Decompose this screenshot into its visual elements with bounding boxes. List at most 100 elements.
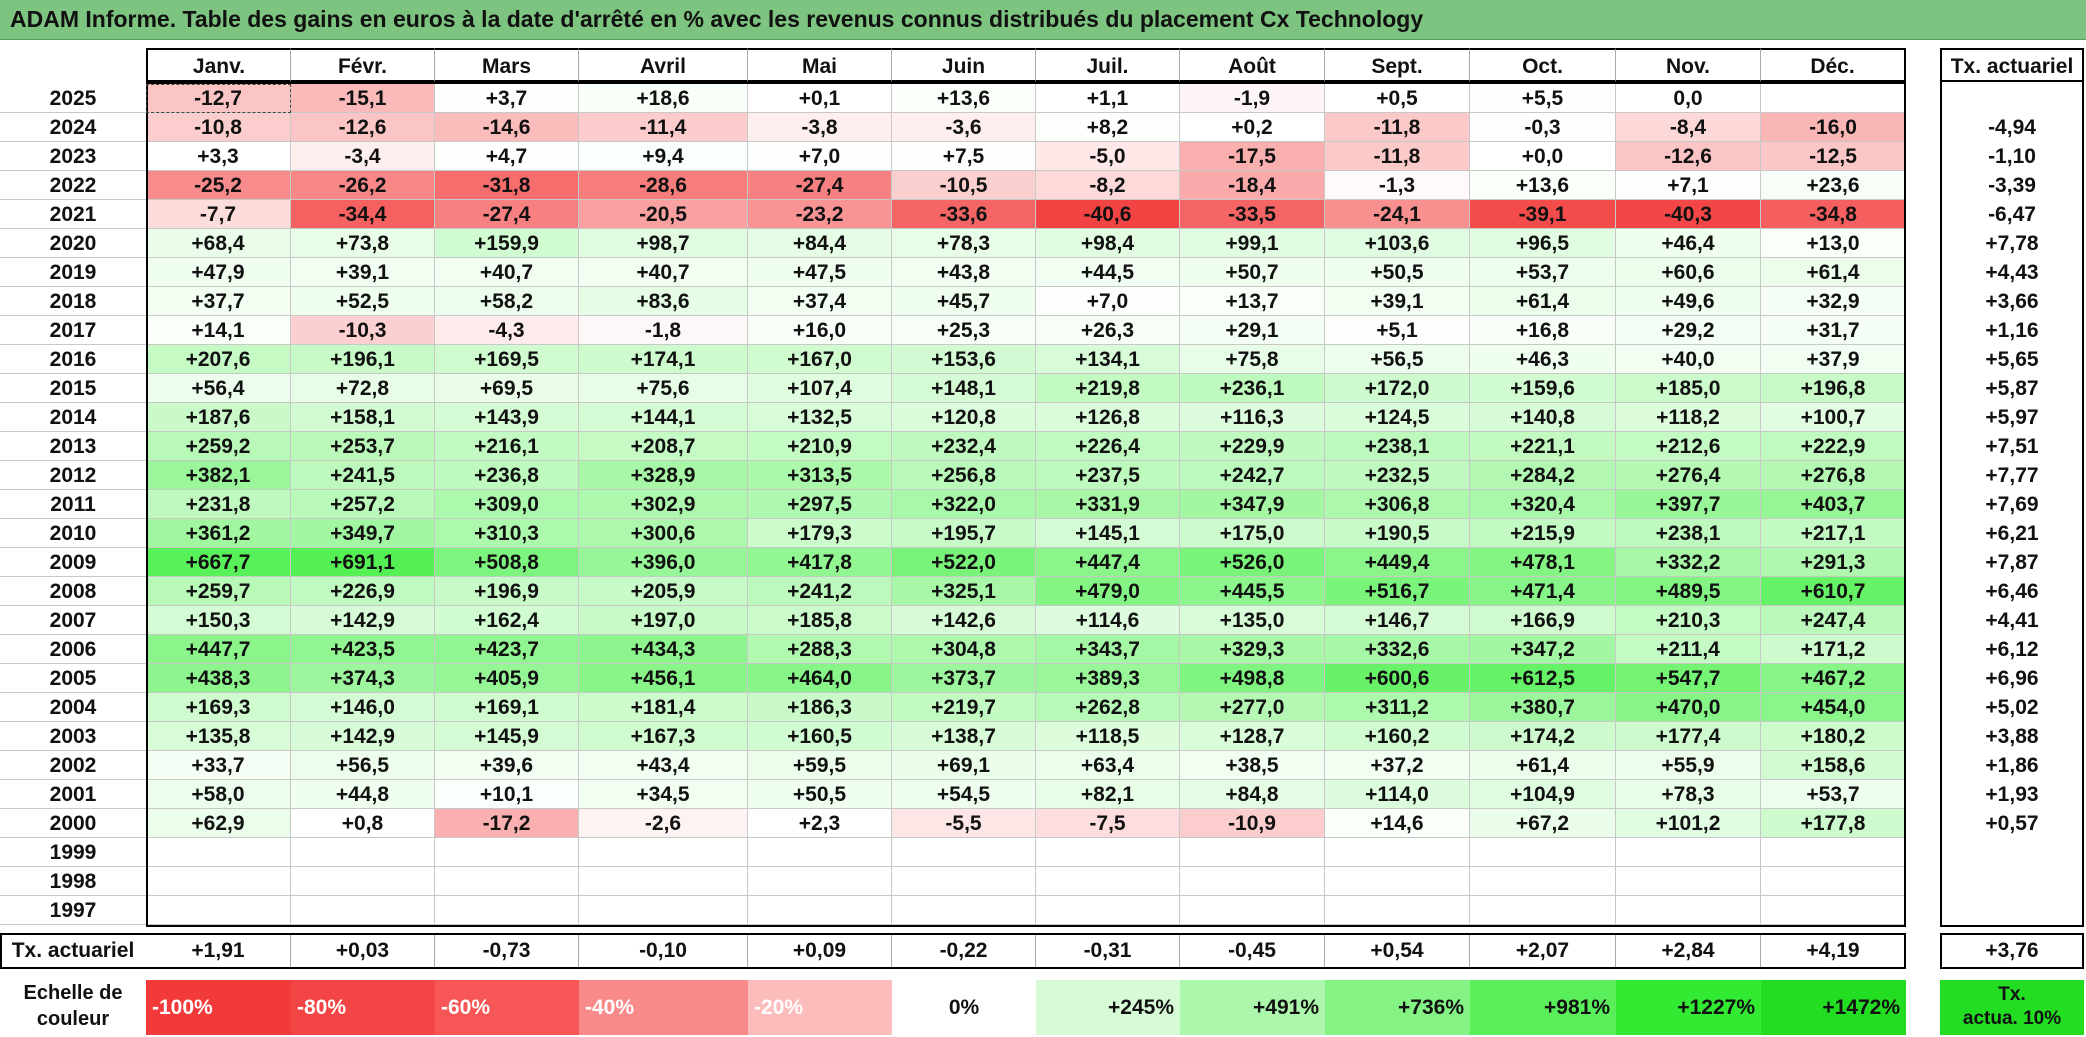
- color-scale-label-line1: Echelle de: [23, 982, 123, 1004]
- gain-cell: [892, 838, 1036, 867]
- gain-cell: +361,2: [146, 519, 291, 548]
- gain-cell: +69,5: [435, 374, 579, 403]
- gain-cell: +135,0: [1180, 606, 1325, 635]
- gain-cell: -33,6: [892, 200, 1036, 229]
- year-label: 2000: [0, 809, 146, 838]
- gain-cell: +159,6: [1470, 374, 1616, 403]
- gain-cell: +276,8: [1761, 461, 1906, 490]
- gain-cell: [1470, 867, 1616, 896]
- gain-cell: +37,2: [1325, 751, 1470, 780]
- gain-cell: [1180, 867, 1325, 896]
- gain-cell: -12,5: [1761, 142, 1906, 171]
- gain-cell: +166,9: [1470, 606, 1616, 635]
- gain-cell: [1325, 838, 1470, 867]
- row-tx-actuariel: +7,87: [1985, 551, 2039, 574]
- gain-cell: +174,1: [579, 345, 748, 374]
- gain-cell: +169,3: [146, 693, 291, 722]
- gain-cell: +219,8: [1036, 374, 1180, 403]
- gain-cell: +78,3: [892, 229, 1036, 258]
- color-scale-swatch: 0%: [892, 980, 1036, 1035]
- gain-cell: +222,9: [1761, 432, 1906, 461]
- gain-cell: +146,0: [291, 693, 435, 722]
- gain-cell: +347,9: [1180, 490, 1325, 519]
- report-title: ADAM Informe. Table des gains en euros à…: [10, 6, 1424, 32]
- gain-cell: +374,3: [291, 664, 435, 693]
- gain-cell: +4,7: [435, 142, 579, 171]
- gain-cell: -17,5: [1180, 142, 1325, 171]
- gain-cell: +40,7: [435, 258, 579, 287]
- footer-total-tx: +3,76: [1985, 939, 2039, 962]
- row-tx-actuariel: +7,51: [1985, 435, 2039, 458]
- color-scale-swatch: -20%: [748, 980, 892, 1035]
- gain-cell: -8,2: [1036, 171, 1180, 200]
- gain-cell: +40,0: [1616, 345, 1761, 374]
- gain-cell: +5,1: [1325, 316, 1470, 345]
- gain-cell: +14,1: [146, 316, 291, 345]
- gain-cell: +98,7: [579, 229, 748, 258]
- gain-cell: +302,9: [579, 490, 748, 519]
- color-scale-swatch: -40%: [579, 980, 748, 1035]
- gain-cell: +39,1: [291, 258, 435, 287]
- gain-cell: +277,0: [1180, 693, 1325, 722]
- gain-cell: +1,1: [1036, 84, 1180, 113]
- gain-cell: +396,0: [579, 548, 748, 577]
- gain-cell: +39,1: [1325, 287, 1470, 316]
- gain-cell: [1036, 867, 1180, 896]
- gain-cell: +53,7: [1470, 258, 1616, 287]
- gain-cell: +0,2: [1180, 113, 1325, 142]
- gain-cell: [435, 896, 579, 925]
- gain-cell: +508,8: [435, 548, 579, 577]
- gain-cell: +5,5: [1470, 84, 1616, 113]
- row-tx-actuariel: [1940, 84, 2084, 113]
- gain-cell: -10,9: [1180, 809, 1325, 838]
- gain-cell: +84,8: [1180, 780, 1325, 809]
- gain-cell: [1616, 867, 1761, 896]
- gain-cell: +325,1: [892, 577, 1036, 606]
- gain-cell: [291, 838, 435, 867]
- gain-cell: +44,5: [1036, 258, 1180, 287]
- gain-cell: +29,1: [1180, 316, 1325, 345]
- footer-month-tx: -0,22: [892, 934, 1036, 968]
- gain-cell: -3,4: [291, 142, 435, 171]
- gain-cell: +26,3: [1036, 316, 1180, 345]
- gain-cell: -3,6: [892, 113, 1036, 142]
- gain-cell: [1180, 896, 1325, 925]
- gain-cell: -20,5: [579, 200, 748, 229]
- gain-cell: -3,8: [748, 113, 892, 142]
- gain-cell: +44,8: [291, 780, 435, 809]
- row-tx-actuariel: [1940, 838, 2084, 867]
- gain-cell: +232,4: [892, 432, 1036, 461]
- footer-month-tx: +1,91: [146, 934, 291, 968]
- gain-cell: +16,0: [748, 316, 892, 345]
- gain-cell: -12,6: [291, 113, 435, 142]
- gain-cell: +405,9: [435, 664, 579, 693]
- year-label: 2023: [0, 142, 146, 171]
- color-scale-swatch: +245%: [1036, 980, 1180, 1035]
- gain-cell: +516,7: [1325, 577, 1470, 606]
- gain-cell: -12,6: [1616, 142, 1761, 171]
- gain-cell: +329,3: [1180, 635, 1325, 664]
- gain-cell: +37,4: [748, 287, 892, 316]
- gain-cell: +18,6: [579, 84, 748, 113]
- gain-cell: [146, 838, 291, 867]
- gain-cell: +464,0: [748, 664, 892, 693]
- gain-cell: +61,4: [1470, 751, 1616, 780]
- gain-cell: [579, 896, 748, 925]
- gain-cell: +145,9: [435, 722, 579, 751]
- gain-cell: +332,6: [1325, 635, 1470, 664]
- gain-cell: +158,1: [291, 403, 435, 432]
- gain-cell: +128,7: [1180, 722, 1325, 751]
- row-tx-actuariel: +7,78: [1985, 232, 2039, 255]
- gain-cell: +403,7: [1761, 490, 1906, 519]
- gain-cell: +423,7: [435, 635, 579, 664]
- gain-cell: -11,8: [1325, 142, 1470, 171]
- gain-cell: +60,6: [1616, 258, 1761, 287]
- gain-cell: +144,1: [579, 403, 748, 432]
- year-label: 2017: [0, 316, 146, 345]
- month-header: Déc.: [1761, 48, 1906, 82]
- gain-cell: +241,2: [748, 577, 892, 606]
- gain-cell: +175,0: [1180, 519, 1325, 548]
- gain-cell: +522,0: [892, 548, 1036, 577]
- gain-cell: +55,9: [1616, 751, 1761, 780]
- gain-cell: +479,0: [1036, 577, 1180, 606]
